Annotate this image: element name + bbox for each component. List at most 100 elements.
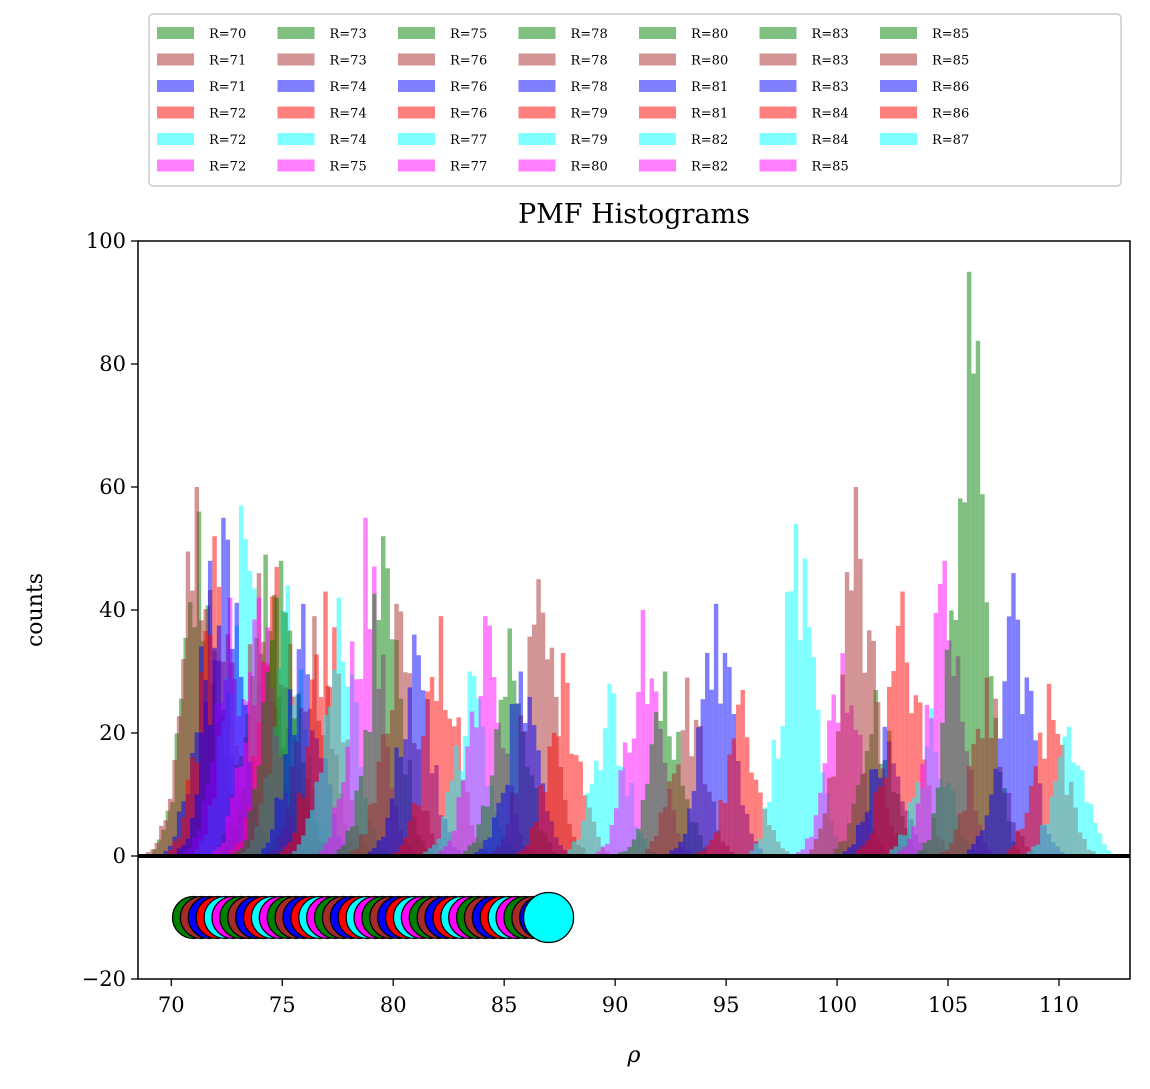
- legend-entry: R=87: [880, 133, 969, 148]
- histogram-bar: [813, 839, 819, 856]
- legend-entry: R=74: [277, 133, 367, 148]
- histogram-bar: [341, 782, 346, 856]
- histogram-bar: [864, 812, 870, 856]
- histogram-bar: [993, 768, 998, 856]
- histogram-bar: [873, 792, 879, 856]
- legend-swatch: [398, 53, 435, 66]
- histogram-bar: [381, 536, 386, 856]
- legend-entry: R=86: [880, 106, 969, 122]
- histogram-bar: [904, 662, 910, 856]
- histogram-bar: [487, 837, 492, 856]
- histogram-bar: [1033, 766, 1038, 856]
- histogram-bar: [425, 691, 430, 856]
- legend-swatch: [639, 53, 676, 66]
- histogram-bar: [367, 732, 373, 856]
- histogram-bar: [609, 825, 615, 856]
- legend-swatch: [518, 159, 556, 172]
- histogram-bar: [478, 848, 484, 856]
- x-tick-label: 110: [1039, 993, 1079, 1017]
- histogram-bar: [1029, 690, 1034, 856]
- marker-circle: [522, 891, 575, 944]
- histogram-bar: [780, 725, 785, 856]
- histogram-bar: [1106, 850, 1112, 856]
- histogram-bar: [636, 692, 641, 856]
- histogram-bar: [292, 832, 297, 856]
- histogram-bar: [1062, 736, 1067, 856]
- histogram-bar: [627, 846, 632, 856]
- histogram-bar: [736, 704, 741, 856]
- histogram-bar: [827, 777, 832, 856]
- histogram-bars: [145, 271, 1112, 857]
- x-axis-label: ρ: [627, 1043, 641, 1068]
- histogram-bar: [676, 764, 681, 856]
- histogram-bar: [551, 732, 557, 856]
- histogram-bar: [906, 838, 912, 856]
- histogram-bar: [545, 659, 550, 856]
- histogram-bar: [813, 815, 819, 856]
- histogram-bar: [958, 813, 963, 856]
- histogram-bar: [913, 695, 919, 856]
- legend-label: R=72: [209, 107, 246, 122]
- histogram-bar: [536, 579, 541, 856]
- histogram-bar: [753, 843, 759, 856]
- histogram-bar: [889, 849, 894, 856]
- legend-swatch: [398, 159, 435, 172]
- histogram-bar: [793, 523, 799, 856]
- histogram-bar: [491, 817, 497, 856]
- histogram-bar: [176, 811, 182, 856]
- histogram-bar: [822, 763, 828, 856]
- histogram-bar: [341, 845, 346, 856]
- histogram-bar: [247, 672, 253, 856]
- histogram-bar: [929, 718, 934, 856]
- legend-label: R=81: [691, 80, 728, 95]
- histogram-bar: [203, 679, 208, 856]
- histogram-bar: [529, 827, 535, 856]
- histogram-bar: [332, 669, 337, 856]
- legend-entry: R=70: [157, 27, 246, 42]
- histogram-bar: [682, 833, 688, 856]
- histogram-bar: [376, 840, 382, 856]
- histogram-bar: [385, 568, 390, 856]
- histogram-bar: [966, 849, 972, 856]
- legend-entry: R=82: [639, 159, 728, 175]
- histogram-bar: [243, 539, 248, 856]
- histogram-bar: [860, 821, 865, 856]
- histogram-bar: [363, 834, 368, 856]
- histogram-bar: [381, 734, 386, 856]
- histogram-bar: [891, 671, 896, 856]
- histogram-bar: [483, 616, 488, 856]
- legend-entry: R=85: [759, 159, 849, 175]
- histogram-bar: [758, 838, 763, 856]
- histogram-bar: [480, 805, 486, 856]
- histogram-bar: [1040, 824, 1045, 856]
- histogram-bar: [731, 738, 737, 856]
- legend-swatch: [759, 80, 797, 92]
- histogram-bar: [494, 729, 499, 856]
- legend-label: R=84: [812, 133, 849, 148]
- legend-entry: R=76: [398, 80, 487, 95]
- histogram-bar: [394, 603, 399, 856]
- legend-entry: R=83: [759, 53, 849, 69]
- legend-entry: R=79: [518, 106, 608, 122]
- histogram-bar: [722, 652, 728, 856]
- histogram-bar: [1093, 822, 1098, 856]
- x-tick-label: 70: [158, 993, 185, 1017]
- histogram-bar: [691, 791, 697, 856]
- histogram-bar: [835, 731, 841, 856]
- histogram-bar: [722, 803, 728, 856]
- histogram-bar: [190, 590, 195, 856]
- legend-entry: R=77: [398, 159, 487, 175]
- histogram-bar: [1042, 758, 1047, 856]
- histogram-bar: [864, 840, 870, 856]
- histogram-bar: [389, 798, 395, 856]
- histogram-bar: [560, 653, 566, 856]
- histogram-bar: [753, 779, 759, 856]
- histogram-bar: [949, 843, 954, 856]
- histogram-bar: [505, 784, 510, 856]
- histogram-bar: [252, 619, 257, 856]
- histogram-bar: [831, 694, 836, 856]
- legend-swatch: [880, 106, 917, 119]
- histogram-bar: [336, 799, 342, 856]
- histogram-bar: [376, 619, 382, 856]
- legend-entry: R=78: [518, 27, 608, 42]
